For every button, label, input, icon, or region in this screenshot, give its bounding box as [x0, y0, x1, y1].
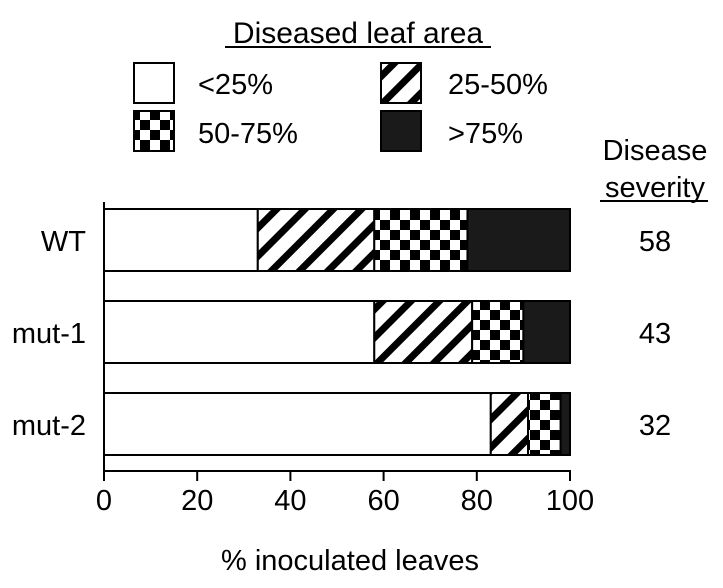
x-tick-label-20: 20 [181, 485, 213, 517]
severity-title-line1: Disease [603, 135, 708, 167]
category-labels: WT mut-1 mut-2 [12, 226, 86, 442]
severity-value-mut-1: 43 [639, 318, 671, 350]
x-tick-label-60: 60 [367, 485, 399, 517]
legend-entry-gt75: >75% [380, 110, 523, 152]
bar-segment-mut-1-lt25 [103, 300, 376, 364]
bar-segment-mut-2-lt25 [103, 392, 492, 456]
bar-segment-mut-1-gt75 [522, 300, 572, 364]
legend-swatch-25-50 [380, 62, 422, 104]
bar-segment-WT-50-75 [373, 208, 469, 272]
legend-label-lt25: <25% [198, 69, 273, 101]
severity-value-WT: 58 [639, 226, 671, 258]
bar-segment-mut-2-gt75 [559, 392, 571, 456]
severity-value-mut-2: 32 [639, 410, 671, 442]
legend-swatch-50-75 [133, 110, 175, 152]
bars-group [103, 208, 572, 456]
legend-label-gt75: >75% [448, 118, 523, 150]
bar-segment-WT-25-50 [256, 208, 376, 272]
bar-segment-WT-lt25 [103, 208, 259, 272]
bar-segment-mut-1-25-50 [373, 300, 474, 364]
legend-title: Diseased leaf area [233, 17, 483, 50]
legend-label-50-75: 50-75% [198, 118, 298, 150]
legend-swatch-gt75 [380, 110, 422, 152]
bar-segment-WT-gt75 [466, 208, 572, 272]
x-tick-label-40: 40 [274, 485, 306, 517]
category-label-mut-1: mut-1 [12, 318, 86, 350]
x-axis-label: % inoculated leaves [221, 545, 479, 577]
legend-entry-lt25: <25% [133, 62, 273, 104]
category-label-mut-2: mut-2 [12, 410, 86, 442]
severity-values: 58 43 32 [639, 226, 671, 442]
category-label-WT: WT [41, 226, 86, 258]
x-tick-label-100: 100 [546, 485, 594, 517]
severity-title-line2: severity [605, 172, 705, 204]
x-axis-ticks: 0 20 40 60 80 100 [96, 471, 594, 517]
legend-entry-25-50: 25-50% [380, 62, 548, 104]
bar-segment-mut-2-50-75 [527, 392, 562, 456]
x-tick-label-0: 0 [96, 485, 112, 517]
legend-swatch-lt25 [133, 62, 175, 104]
x-tick-label-80: 80 [461, 485, 493, 517]
bar-segment-mut-2-25-50 [489, 392, 530, 456]
legend-entry-50-75: 50-75% [133, 110, 298, 152]
bar-segment-mut-1-50-75 [471, 300, 525, 364]
legend-label-25-50: 25-50% [448, 69, 548, 101]
